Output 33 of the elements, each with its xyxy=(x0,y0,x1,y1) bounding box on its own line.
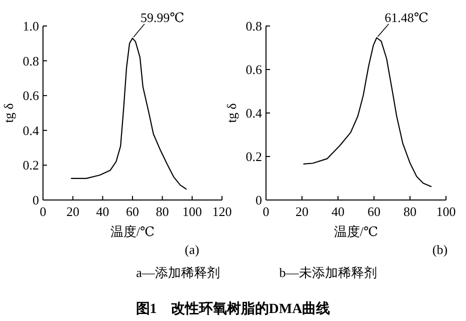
text: (a) xyxy=(184,242,200,257)
x-tick-label: 60 xyxy=(368,204,380,219)
y-tick-label: 0 xyxy=(256,192,262,208)
y-tick-label: 0.6 xyxy=(246,62,262,77)
x-tick-label: 60 xyxy=(126,204,139,219)
y-tick-label: 1.0 xyxy=(22,18,39,34)
text: a—添加稀释剂 xyxy=(136,265,220,280)
y-axis-title: tg δ xyxy=(1,103,16,123)
annotation: 59.99℃ xyxy=(140,10,184,25)
x-tick-label: 80 xyxy=(404,204,416,219)
y-tick-label: 0.2 xyxy=(246,149,262,164)
annotation: 61.48℃ xyxy=(384,10,428,25)
y-tick-label: 0.4 xyxy=(246,106,262,120)
x-tick-label: 120 xyxy=(212,204,232,219)
y-tick-label: 0.2 xyxy=(22,158,39,173)
y-axis-title: tg δ xyxy=(224,103,239,123)
x-tick-label: 40 xyxy=(332,204,344,219)
y-tick-label: 0 xyxy=(32,192,39,208)
x-tick-label: 100 xyxy=(436,204,456,219)
x-tick-label: 20 xyxy=(66,204,80,219)
y-tick-label: 0.6 xyxy=(22,88,40,104)
text: (b) xyxy=(432,242,448,257)
x-tick-label: 20 xyxy=(296,204,308,219)
y-tick-label: 0.4 xyxy=(22,122,40,138)
x-tick-label: 100 xyxy=(182,204,202,219)
x-tick-label: 40 xyxy=(96,204,110,219)
text: b—未添加稀释剂 xyxy=(279,265,377,280)
x-axis-title: 温度/℃ xyxy=(334,224,378,239)
text: 图1 改性环氧树脂的DMA曲线 xyxy=(136,301,330,317)
x-tick-label: 80 xyxy=(156,204,169,219)
y-tick-label: 0.8 xyxy=(22,53,39,68)
x-axis-title: 温度/℃ xyxy=(110,224,155,239)
y-tick-label: 0.8 xyxy=(246,18,262,34)
